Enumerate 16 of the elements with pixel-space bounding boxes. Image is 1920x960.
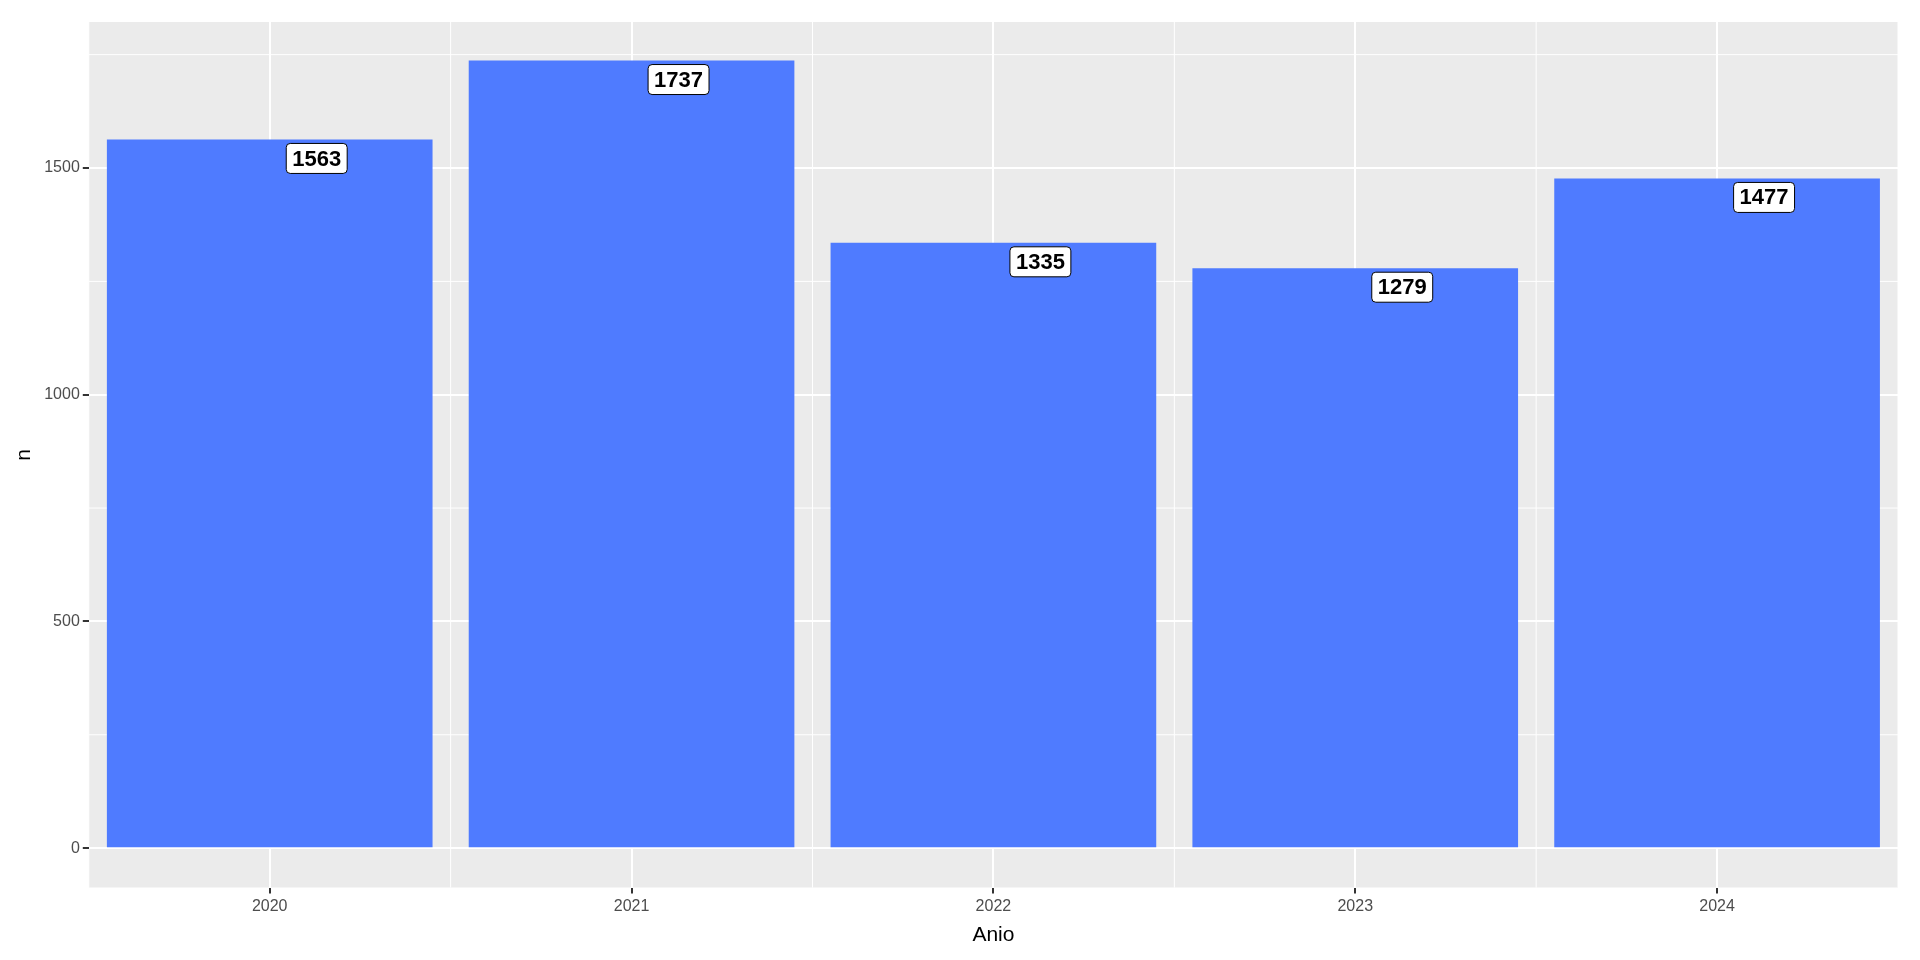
x-tick-label: 2024 bbox=[1699, 896, 1735, 914]
x-tick-label: 2023 bbox=[1337, 896, 1374, 914]
data-label: 1335 bbox=[1015, 248, 1065, 274]
y-tick-label: 1000 bbox=[44, 385, 80, 403]
x-tick-label: 2022 bbox=[975, 896, 1012, 914]
x-axis-title: Anio bbox=[972, 922, 1015, 946]
data-label: 1477 bbox=[1739, 184, 1789, 210]
data-label: 1737 bbox=[654, 66, 704, 92]
data-label: 1563 bbox=[292, 145, 342, 171]
x-tick-label: 2020 bbox=[251, 896, 288, 914]
y-tick-label: 1500 bbox=[44, 158, 80, 176]
x-tick-label: 2021 bbox=[613, 896, 650, 914]
data-label: 1279 bbox=[1377, 274, 1427, 300]
y-tick-label: 0 bbox=[70, 838, 80, 856]
y-axis-title: n bbox=[11, 448, 35, 461]
y-tick-label: 500 bbox=[53, 611, 80, 629]
